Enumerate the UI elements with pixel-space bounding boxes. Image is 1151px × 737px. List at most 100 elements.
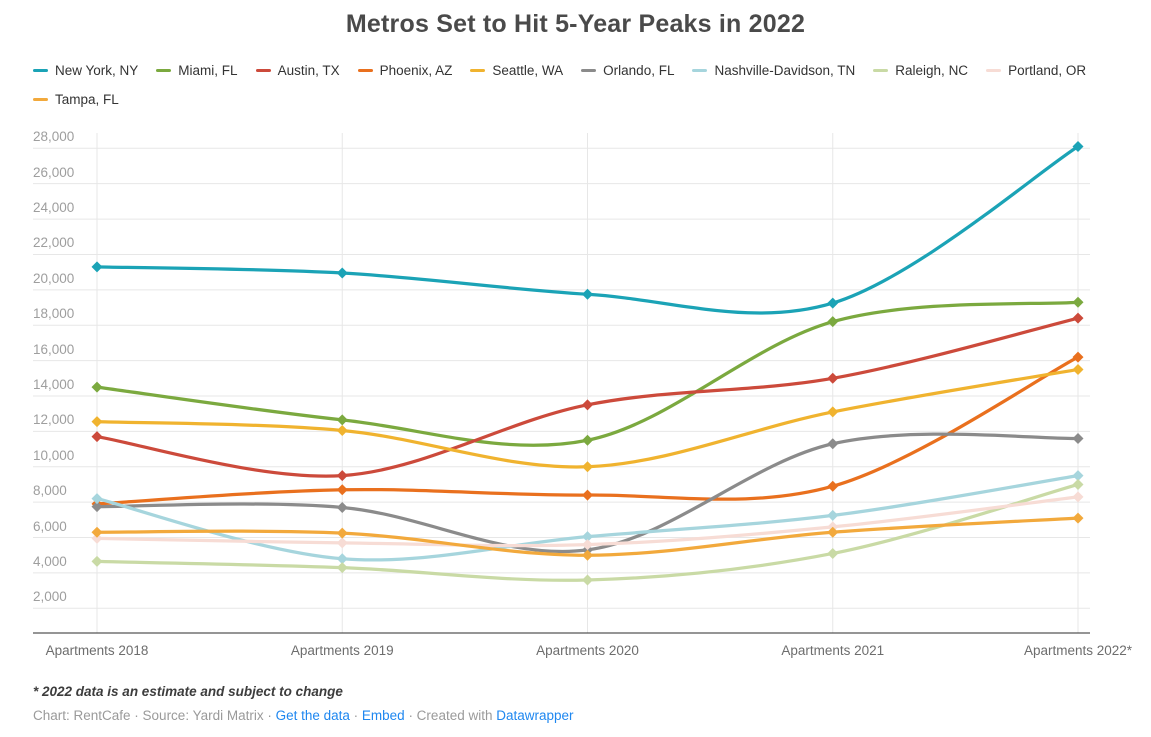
diamond-marker <box>336 414 348 426</box>
diamond-marker <box>827 438 839 450</box>
legend-item: Phoenix, AZ <box>357 61 453 80</box>
diamond-marker <box>827 316 839 328</box>
legend-dash-icon <box>255 68 271 73</box>
y-tick-label: 2,000 <box>33 589 67 605</box>
y-tick-label: 12,000 <box>33 412 75 428</box>
chart-title: Metros Set to Hit 5-Year Peaks in 2022 <box>345 10 806 38</box>
legend-dash-icon <box>692 68 708 73</box>
diamond-marker <box>1072 141 1084 153</box>
legend-item: Portland, OR <box>986 61 1086 80</box>
diamond-marker <box>827 480 839 492</box>
legend-label: Portland, OR <box>1008 63 1087 78</box>
diamond-marker <box>336 424 348 436</box>
diamond-marker <box>582 539 593 551</box>
diamond-marker <box>336 267 348 279</box>
diamond-marker <box>336 501 348 513</box>
diamond-marker <box>1072 351 1084 363</box>
y-tick-label: 20,000 <box>33 270 75 286</box>
x-tick-label: Apartments 2018 <box>45 643 149 658</box>
y-tick-label: 22,000 <box>33 235 75 251</box>
legend-label: New York, NY <box>55 63 139 78</box>
datawrapper-link[interactable]: Datawrapper <box>496 708 574 723</box>
legend-item: Nashville-Davidson, TN <box>692 61 855 80</box>
legend-item: Orlando, FL <box>581 61 674 80</box>
legend-dash-icon <box>33 97 48 102</box>
x-tick-label: Apartments 2020 <box>536 643 639 658</box>
diamond-marker <box>582 549 593 561</box>
legend-label: Phoenix, AZ <box>379 63 453 78</box>
diamond-marker <box>827 406 839 418</box>
diamond-marker <box>1072 512 1084 524</box>
diamond-marker <box>1072 470 1084 482</box>
diamond-marker <box>1072 478 1084 490</box>
footnote: * 2022 data is an estimate and subject t… <box>33 684 343 699</box>
diamond-marker <box>91 381 103 393</box>
legend-item: Raleigh, NC <box>873 61 968 80</box>
y-tick-label: 16,000 <box>33 341 75 357</box>
y-tick-label: 6,000 <box>33 518 67 534</box>
diamond-marker <box>91 493 103 505</box>
diamond-marker <box>91 526 103 538</box>
legend-dash-icon <box>986 68 1002 73</box>
diamond-marker <box>336 537 348 549</box>
diamond-marker <box>827 372 839 384</box>
legend-item: Miami, FL <box>156 61 238 80</box>
legend-label: Seattle, WA <box>492 63 564 78</box>
diamond-marker <box>582 489 593 501</box>
legend-item: Seattle, WA <box>470 61 563 80</box>
diamond-marker <box>827 547 839 559</box>
legend: New York, NY Miami, FL Austin, TX Phoenix, … <box>33 61 1123 109</box>
diamond-marker <box>582 434 593 446</box>
legend-dash-icon <box>873 68 889 73</box>
diamond-marker <box>582 399 593 411</box>
legend-label: Miami, FL <box>178 63 238 78</box>
legend-label: Tampa, FL <box>55 92 119 107</box>
diamond-marker <box>582 288 593 300</box>
diamond-marker <box>336 470 348 482</box>
diamond-marker <box>1072 432 1084 444</box>
legend-item: Tampa, FL <box>33 90 119 109</box>
credit-line: Chart: RentCafe · Source: Yardi Matrix ·… <box>33 708 574 723</box>
diamond-marker <box>91 555 103 567</box>
y-tick-label: 10,000 <box>33 447 75 463</box>
diamond-marker <box>1072 363 1084 375</box>
y-tick-label: 8,000 <box>33 483 67 499</box>
legend-dash-icon <box>470 68 486 73</box>
x-tick-label: Apartments 2021 <box>781 643 885 658</box>
diamond-marker <box>827 526 839 538</box>
diamond-marker <box>91 416 103 428</box>
diamond-marker <box>1072 296 1084 308</box>
y-tick-label: 24,000 <box>33 200 75 216</box>
legend-dash-icon <box>581 68 597 73</box>
credit-separator: · <box>349 708 362 723</box>
legend-label: Austin, TX <box>277 63 340 78</box>
diamond-marker <box>1072 491 1084 503</box>
legend-dash-icon <box>357 68 373 73</box>
diamond-marker <box>582 461 593 473</box>
diamond-marker <box>91 261 103 273</box>
legend-dash-icon <box>33 68 48 73</box>
credit-text: Chart: RentCafe · Source: Yardi Matrix · <box>33 708 276 723</box>
y-tick-label: 18,000 <box>33 306 75 322</box>
credit-created-with: · Created with <box>404 708 497 723</box>
legend-dash-icon <box>156 68 172 73</box>
y-tick-label: 28,000 <box>33 129 75 145</box>
diamond-marker <box>582 531 593 543</box>
diamond-marker <box>336 484 348 496</box>
legend-item: Austin, TX <box>255 61 340 80</box>
legend-label: Orlando, FL <box>603 63 675 78</box>
legend-item: New York, NY <box>33 61 138 80</box>
embed-link[interactable]: Embed <box>361 708 405 723</box>
diamond-marker <box>582 574 593 586</box>
diamond-marker <box>336 527 348 539</box>
diamond-marker <box>827 297 839 309</box>
legend-label: Nashville-Davidson, TN <box>714 63 856 78</box>
get-the-data-link[interactable]: Get the data <box>275 708 350 723</box>
x-tick-label: Apartments 2019 <box>290 643 394 658</box>
y-tick-label: 26,000 <box>33 164 75 180</box>
diamond-marker <box>827 509 839 521</box>
legend-label: Raleigh, NC <box>895 63 969 78</box>
diamond-marker <box>91 532 103 544</box>
